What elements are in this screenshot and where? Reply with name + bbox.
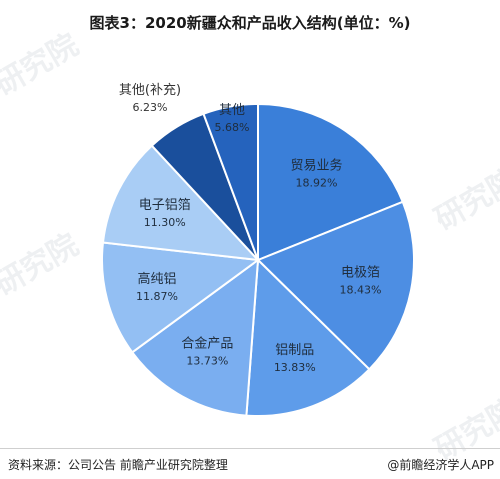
pie-slice	[101, 144, 261, 262]
slice-value-label: 18.43%	[340, 284, 382, 297]
slice-value-label: 6.23%	[133, 101, 168, 114]
pie-slice	[101, 241, 261, 354]
slice-label: 其他(补充)	[119, 82, 181, 98]
slice-value-label: 13.73%	[186, 354, 228, 367]
slice-label: 电子铝箔	[139, 197, 191, 213]
slice-label: 其他	[219, 103, 245, 118]
pie-slice	[130, 257, 260, 417]
slice-label: 贸易业务	[290, 157, 342, 173]
slice-label: 电极箔	[341, 265, 380, 281]
source-note: 资料来源：公司公告 前瞻产业研究院整理	[8, 458, 228, 472]
pie-slice	[202, 102, 259, 261]
slice-value-label: 11.30%	[144, 216, 186, 229]
pie-slice	[257, 102, 405, 262]
chart-title: 图表3：2020新疆众和产品收入结构(单位：%)	[89, 14, 411, 32]
slice-label: 铝制品	[275, 343, 314, 358]
pie-slice	[245, 257, 371, 417]
slice-value-label: 18.92%	[296, 176, 338, 189]
slice-label: 合金产品	[181, 335, 233, 351]
slice-label: 高纯铝	[137, 271, 176, 287]
slice-value-label: 13.83%	[274, 361, 316, 374]
footer: 资料来源：公司公告 前瞻产业研究院整理 @前瞻经济学人APP	[0, 448, 500, 479]
brand-credit: @前瞻经济学人APP	[387, 458, 494, 472]
slice-value-label: 11.87%	[136, 290, 178, 303]
slice-value-label: 5.68%	[215, 121, 250, 134]
pie-slice	[256, 200, 415, 371]
